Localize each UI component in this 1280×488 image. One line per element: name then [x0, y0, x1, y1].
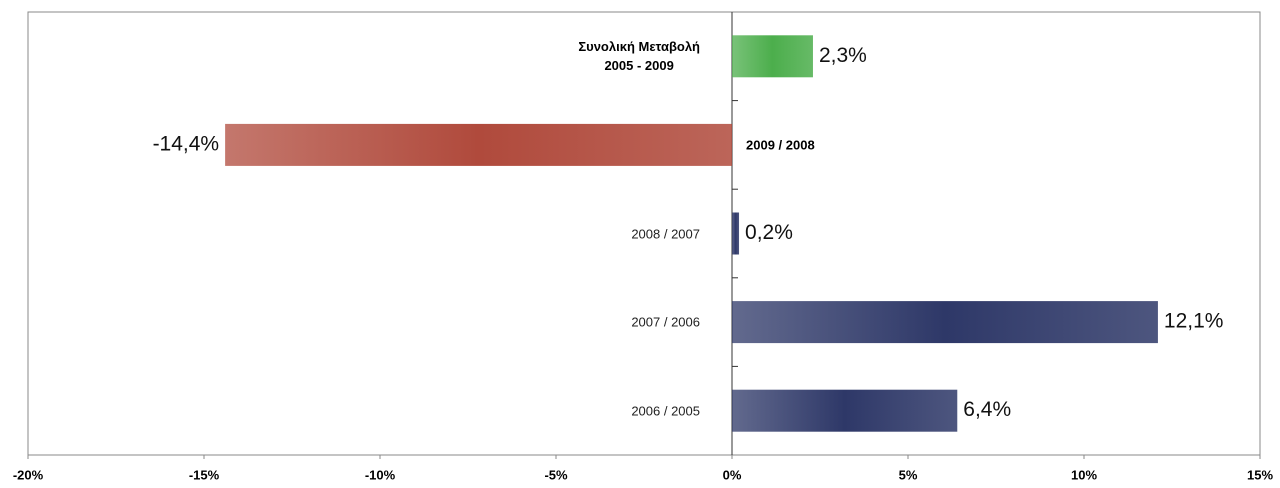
- bar: [732, 389, 958, 432]
- value-label: 2,3%: [819, 44, 867, 67]
- x-tick-label: -5%: [544, 467, 568, 482]
- plot-frame: [27, 11, 1261, 456]
- category-label: 2007 / 2006: [631, 314, 700, 330]
- value-label: 6,4%: [963, 398, 1011, 421]
- x-tick-label: -15%: [189, 467, 220, 482]
- x-tick-label: -10%: [365, 467, 396, 482]
- x-tick-label: 10%: [1071, 467, 1097, 482]
- category-label: Συνολική Μεταβολή 2005 - 2009: [578, 39, 700, 74]
- category-label: 2008 / 2007: [631, 226, 700, 241]
- category-label: 2006 / 2005: [631, 403, 700, 419]
- x-tick-label: 5%: [899, 467, 918, 482]
- value-label: 0,2%: [745, 221, 793, 244]
- bar: [732, 212, 740, 255]
- category-label: 2009 / 2008: [746, 137, 815, 153]
- x-tick-label: 0%: [723, 467, 742, 482]
- value-label: -14,4%: [153, 132, 220, 155]
- bar: [732, 35, 813, 78]
- bar: [732, 301, 1158, 344]
- x-tick-label: 15%: [1247, 467, 1273, 482]
- bar: [225, 123, 732, 166]
- x-tick-label: -20%: [13, 467, 44, 482]
- value-label: 12,1%: [1164, 310, 1224, 333]
